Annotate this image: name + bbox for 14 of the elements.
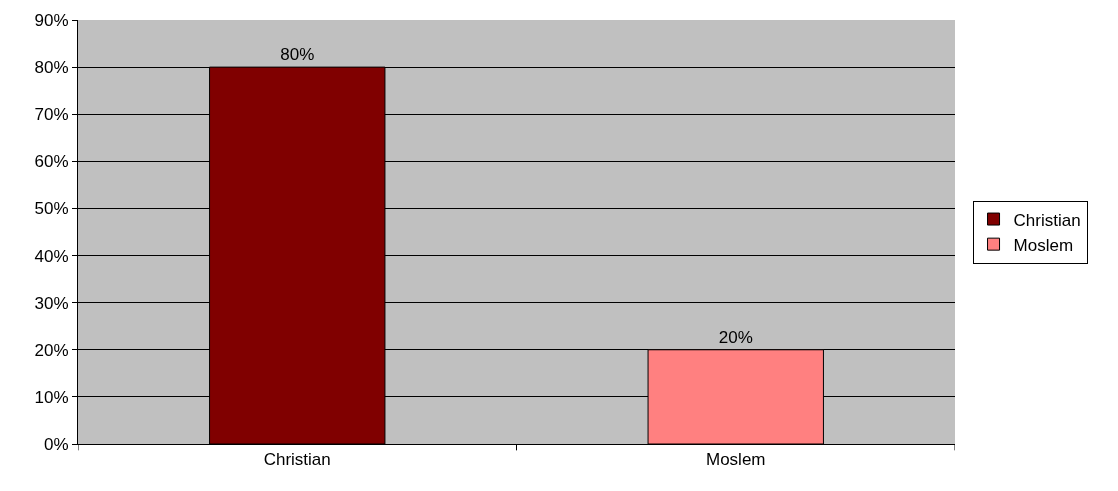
y-tick-label: 10%: [34, 387, 69, 407]
y-tick-label: 80%: [34, 58, 69, 78]
y-tick-label: 30%: [34, 293, 69, 313]
y-tick-label: 20%: [34, 340, 69, 360]
y-tick-label: 50%: [34, 199, 69, 219]
y-tick-label: 70%: [34, 105, 69, 125]
y-tick-label: 60%: [34, 152, 69, 172]
legend-label: Moslem: [1013, 235, 1074, 255]
legend-label: Christian: [1013, 210, 1081, 230]
y-tick-label: 40%: [34, 246, 69, 266]
data-label: 80%: [280, 45, 315, 65]
y-tick-label: 90%: [34, 10, 69, 30]
data-label: 20%: [718, 327, 753, 347]
y-tick-label: 0%: [44, 434, 69, 454]
